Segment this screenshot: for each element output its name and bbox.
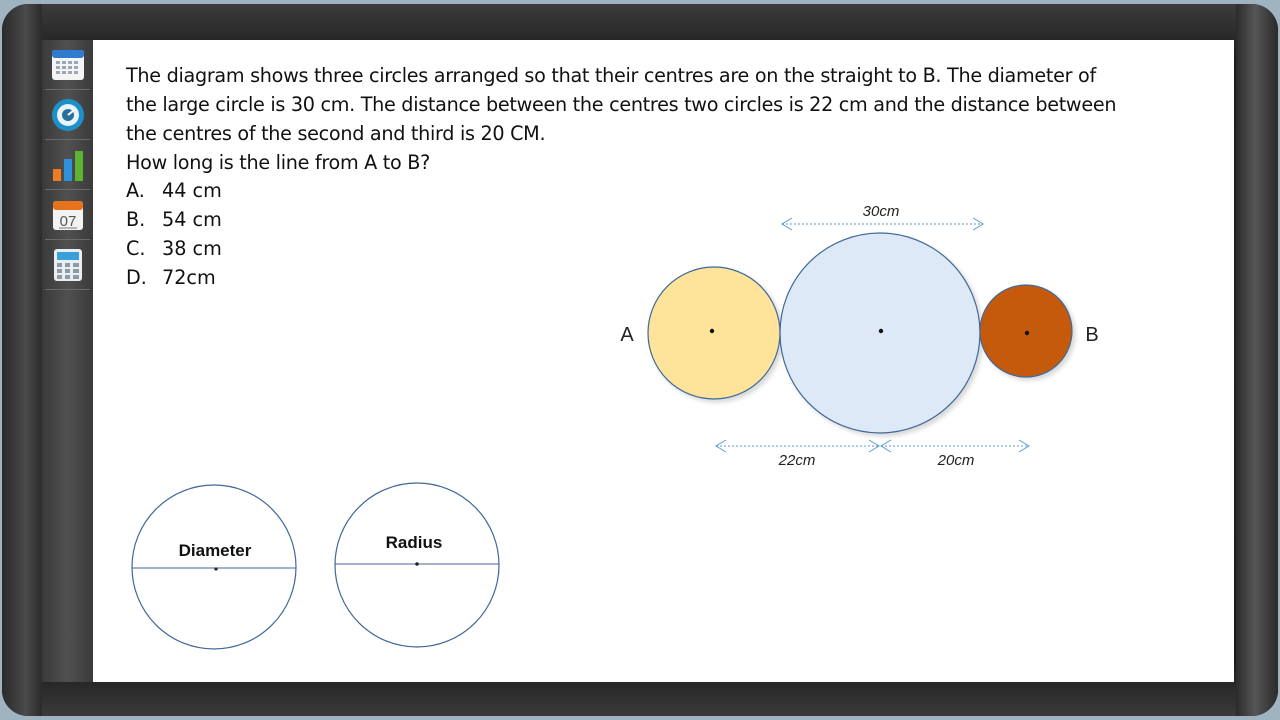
option-text: 54 cm xyxy=(162,208,222,231)
question-prompt: How long is the line from A to B? xyxy=(126,151,430,174)
question-line: the centres of the second and third is 2… xyxy=(126,122,546,145)
tool-bar-chart[interactable] xyxy=(45,140,90,190)
question-line: The diagram shows three circles arranged… xyxy=(126,64,1096,87)
option-c[interactable]: C. 38 cm xyxy=(126,234,222,263)
frame-left-edge xyxy=(2,4,42,716)
clock-icon xyxy=(51,98,84,131)
tool-calendar-date[interactable]: 07 xyxy=(45,190,90,240)
calendar-grid-icon xyxy=(51,49,84,80)
option-text: 72cm xyxy=(162,266,216,289)
calendar-date-icon: 07 xyxy=(52,200,83,230)
option-d[interactable]: D. 72cm xyxy=(126,263,222,292)
answer-options: A. 44 cm B. 54 cm C. 38 cm D. 72cm xyxy=(126,176,222,292)
bar-chart-icon xyxy=(52,150,83,181)
question-text: The diagram shows three circles arranged… xyxy=(126,61,1206,177)
tool-calendar-grid[interactable] xyxy=(45,40,90,90)
frame-right-edge xyxy=(1236,4,1278,716)
calendar-day-label: 07 xyxy=(59,213,76,230)
option-letter: B. xyxy=(126,208,146,231)
option-letter: C. xyxy=(126,237,146,260)
tool-clock[interactable] xyxy=(45,90,90,140)
option-text: 44 cm xyxy=(162,179,222,202)
option-a[interactable]: A. 44 cm xyxy=(126,176,222,205)
option-letter: A. xyxy=(126,179,145,202)
option-b[interactable]: B. 54 cm xyxy=(126,205,222,234)
tool-calculator[interactable] xyxy=(45,240,90,290)
calculator-icon xyxy=(53,248,82,281)
option-text: 38 cm xyxy=(162,237,222,260)
tool-sidebar: 07 xyxy=(42,40,93,682)
question-line: the large circle is 30 cm. The distance … xyxy=(126,93,1117,116)
option-letter: D. xyxy=(126,266,147,289)
